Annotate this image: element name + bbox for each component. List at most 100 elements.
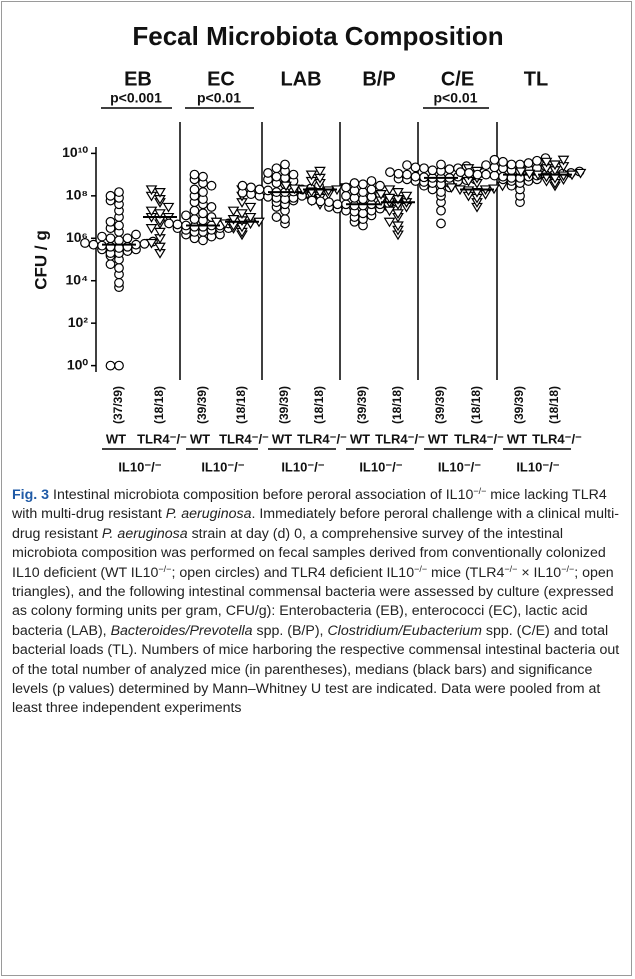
data-point bbox=[341, 190, 351, 201]
data-point bbox=[105, 190, 116, 201]
group-label: WT bbox=[190, 431, 210, 446]
group-label: WT bbox=[428, 431, 448, 446]
data-point bbox=[540, 157, 553, 168]
data-point bbox=[410, 171, 421, 182]
strain-label: IL10⁻/⁻ bbox=[438, 459, 481, 474]
caption-text: P. aeruginosa bbox=[165, 506, 252, 523]
data-point bbox=[198, 171, 208, 182]
data-point bbox=[375, 190, 387, 200]
panel-title: LAB bbox=[280, 68, 321, 90]
data-point bbox=[145, 224, 158, 234]
data-point bbox=[489, 170, 500, 181]
data-point bbox=[515, 167, 527, 178]
data-point bbox=[419, 163, 429, 174]
count-label: (18/18) bbox=[234, 386, 248, 424]
caption-text: spp. (C/E) and total bacterial loads (TL… bbox=[12, 622, 620, 717]
data-point bbox=[189, 214, 200, 225]
data-point bbox=[105, 216, 116, 227]
caption-text: mice (TLR4 bbox=[427, 564, 505, 581]
data-point bbox=[246, 182, 256, 193]
chart-title: Fecal Microbiota Composition bbox=[132, 21, 503, 51]
data-point bbox=[236, 209, 248, 219]
count-label: (18/18) bbox=[390, 386, 404, 424]
strain-label: IL10⁻/⁻ bbox=[201, 459, 244, 474]
data-point bbox=[198, 235, 208, 246]
count-label: (39/39) bbox=[433, 386, 447, 424]
caption-text: × IL10 bbox=[517, 564, 562, 581]
caption-text: . Immediately before peroral challenge w… bbox=[12, 506, 619, 542]
y-tick-label: 10⁴ bbox=[66, 271, 89, 287]
data-point bbox=[455, 167, 466, 178]
data-point bbox=[189, 184, 200, 195]
data-point bbox=[549, 160, 561, 171]
data-point bbox=[97, 231, 107, 242]
caption-text: −/− bbox=[561, 563, 575, 574]
data-point bbox=[114, 360, 124, 371]
data-point bbox=[400, 191, 413, 202]
data-point bbox=[189, 169, 200, 180]
data-point bbox=[358, 179, 368, 190]
caption-text: spp. (B/P), bbox=[252, 622, 328, 639]
data-point bbox=[445, 183, 458, 194]
group-label: TLR4⁻/⁻ bbox=[297, 431, 347, 446]
data-point bbox=[263, 168, 273, 178]
strain-label: IL10⁻/⁻ bbox=[281, 459, 324, 474]
data-point bbox=[206, 202, 217, 212]
group-label: TLR4⁻/⁻ bbox=[454, 431, 504, 446]
caption-text: −/− bbox=[473, 486, 487, 496]
data-point bbox=[385, 167, 395, 178]
group-label: WT bbox=[106, 431, 126, 446]
data-point bbox=[181, 210, 191, 221]
data-point bbox=[105, 360, 116, 371]
y-axis-label: CFU / g bbox=[31, 230, 50, 290]
data-point bbox=[105, 233, 116, 244]
data-point bbox=[427, 165, 438, 176]
data-point bbox=[114, 263, 124, 273]
caption-text: Bacteroides/Prevotella bbox=[110, 622, 253, 639]
data-point bbox=[145, 185, 158, 196]
data-point bbox=[237, 180, 248, 191]
figure-caption: Fig. 3 Intestinal microbiota composition… bbox=[12, 486, 624, 719]
data-point bbox=[383, 185, 396, 196]
caption-text: −/− bbox=[414, 563, 428, 574]
count-label: (18/18) bbox=[547, 386, 561, 424]
count-label: (18/18) bbox=[152, 386, 166, 424]
data-point bbox=[244, 202, 257, 213]
data-point bbox=[271, 171, 282, 182]
data-point bbox=[280, 159, 290, 170]
data-point bbox=[206, 180, 217, 191]
data-point bbox=[481, 169, 491, 180]
panel-title: EB bbox=[124, 68, 152, 90]
data-point bbox=[254, 184, 265, 195]
data-point bbox=[189, 205, 200, 216]
group-label: TLR4⁻/⁻ bbox=[375, 431, 425, 446]
caption-text: −/− bbox=[158, 563, 172, 574]
data-point bbox=[172, 219, 183, 230]
data-point bbox=[436, 218, 446, 229]
strain-label: IL10⁻/⁻ bbox=[118, 459, 161, 474]
data-point bbox=[402, 160, 412, 171]
data-point bbox=[532, 155, 542, 166]
data-point bbox=[392, 187, 404, 198]
data-point bbox=[210, 217, 223, 228]
data-point bbox=[506, 159, 517, 170]
data-point bbox=[436, 205, 446, 216]
y-tick-label: 10⁸ bbox=[66, 187, 88, 203]
data-point bbox=[114, 235, 124, 246]
data-point bbox=[498, 156, 508, 167]
data-point bbox=[489, 154, 500, 165]
count-label: (18/18) bbox=[469, 386, 483, 424]
data-point bbox=[314, 166, 326, 177]
data-point bbox=[263, 185, 273, 196]
data-point bbox=[114, 277, 124, 288]
data-point bbox=[472, 169, 483, 180]
group-label: WT bbox=[272, 431, 292, 446]
data-point bbox=[280, 214, 290, 225]
y-tick-label: 10⁰ bbox=[67, 356, 89, 372]
caption-text: Clostridium/Eubacterium bbox=[327, 622, 482, 639]
data-point bbox=[557, 155, 570, 166]
data-point bbox=[366, 176, 377, 186]
caption-text: −/− bbox=[504, 563, 518, 574]
data-point bbox=[244, 212, 257, 223]
